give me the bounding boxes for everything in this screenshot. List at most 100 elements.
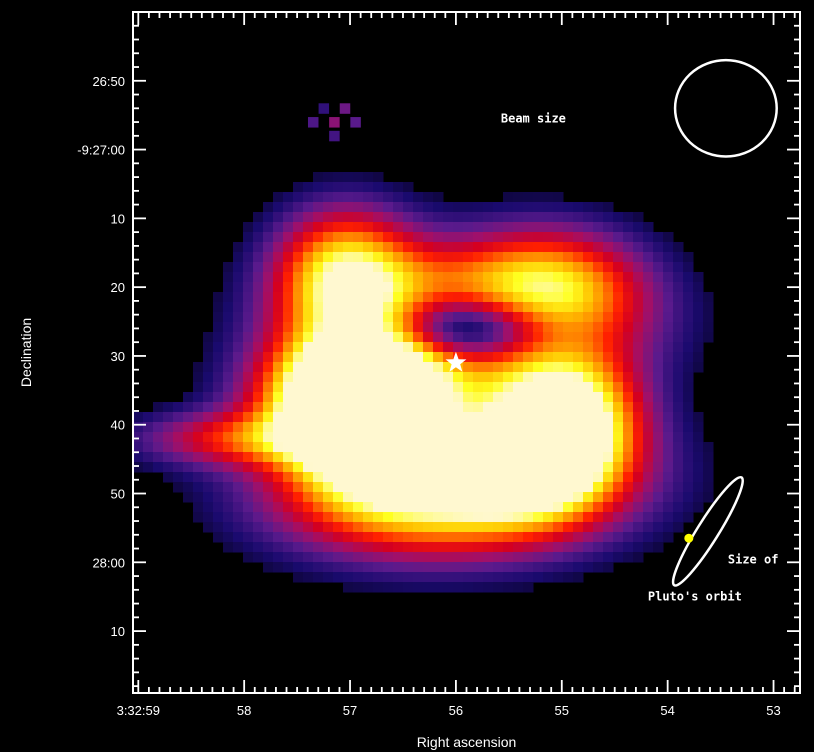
heatmap-cell bbox=[243, 332, 254, 343]
heatmap-cell bbox=[683, 322, 694, 333]
y-tick-label: 50 bbox=[111, 487, 125, 502]
heatmap-cell bbox=[503, 192, 514, 203]
heatmap-cell bbox=[633, 512, 644, 523]
heatmap-cell bbox=[583, 282, 594, 293]
heatmap-cell bbox=[463, 482, 474, 493]
heatmap-cell bbox=[223, 342, 234, 353]
heatmap-cell bbox=[303, 572, 314, 583]
heatmap-cell bbox=[653, 382, 664, 393]
heatmap-cell bbox=[523, 412, 534, 423]
heatmap-cell bbox=[533, 472, 544, 483]
heatmap-cell bbox=[683, 272, 694, 283]
heatmap-cell bbox=[563, 532, 574, 543]
heatmap-cell bbox=[233, 392, 244, 403]
heatmap-cell bbox=[663, 512, 674, 523]
heatmap-cell bbox=[503, 582, 514, 593]
heatmap-cell bbox=[603, 242, 614, 253]
heatmap-cell bbox=[663, 272, 674, 283]
heatmap-cell bbox=[223, 332, 234, 343]
heatmap-cell bbox=[303, 432, 314, 443]
heatmap-cell bbox=[613, 522, 624, 533]
heatmap-cell bbox=[393, 222, 404, 233]
heatmap-cell bbox=[633, 412, 644, 423]
heatmap-cell bbox=[503, 242, 514, 253]
heatmap-cell bbox=[573, 282, 584, 293]
heatmap-cell bbox=[353, 202, 364, 213]
heatmap-cell bbox=[343, 172, 354, 183]
heatmap-cell bbox=[453, 202, 464, 213]
heatmap-cell bbox=[483, 322, 494, 333]
heatmap-cell bbox=[423, 342, 434, 353]
heatmap-cell bbox=[443, 532, 454, 543]
heatmap-cell bbox=[563, 422, 574, 433]
heatmap-cell bbox=[443, 412, 454, 423]
heatmap-cell bbox=[433, 472, 444, 483]
heatmap-cell bbox=[393, 522, 404, 533]
heatmap-cell bbox=[553, 552, 564, 563]
heatmap-cell bbox=[473, 222, 484, 233]
heatmap-cell bbox=[673, 352, 684, 363]
heatmap-cell bbox=[563, 242, 574, 253]
heatmap-cell bbox=[313, 272, 324, 283]
heatmap-cell bbox=[293, 292, 304, 303]
orbit-label-line2: Pluto's orbit bbox=[648, 589, 742, 603]
heatmap-cell bbox=[223, 392, 234, 403]
heatmap-cell bbox=[353, 372, 364, 383]
heatmap-cell bbox=[393, 362, 404, 373]
heatmap-cell bbox=[373, 492, 384, 503]
heatmap-cell bbox=[623, 442, 634, 453]
heatmap-cell bbox=[493, 272, 504, 283]
heatmap-cell bbox=[703, 302, 714, 313]
heatmap-cell bbox=[493, 492, 504, 503]
heatmap-cell bbox=[363, 242, 374, 253]
heatmap-cell bbox=[273, 332, 284, 343]
heatmap-cell bbox=[473, 522, 484, 533]
heatmap-cell bbox=[463, 272, 474, 283]
heatmap-cell bbox=[573, 222, 584, 233]
heatmap-cell bbox=[563, 312, 574, 323]
heatmap-cell bbox=[483, 302, 494, 313]
heatmap-cell bbox=[603, 522, 614, 533]
heatmap-cell bbox=[473, 202, 484, 213]
heatmap-cell bbox=[673, 392, 684, 403]
heatmap-cell bbox=[383, 472, 394, 483]
heatmap-cell bbox=[443, 562, 454, 573]
heatmap-cell bbox=[333, 202, 344, 213]
heatmap-cell bbox=[243, 442, 254, 453]
heatmap-cell bbox=[583, 462, 594, 473]
heatmap-cell bbox=[533, 412, 544, 423]
heatmap-cell bbox=[583, 242, 594, 253]
heatmap-cell bbox=[353, 302, 364, 313]
heatmap-cell bbox=[593, 522, 604, 533]
heatmap-cell bbox=[503, 452, 514, 463]
heatmap-cell bbox=[623, 312, 634, 323]
heatmap-cell bbox=[643, 362, 654, 373]
heatmap-cell bbox=[583, 452, 594, 463]
heatmap-cell bbox=[353, 262, 364, 273]
heatmap-cell bbox=[353, 492, 364, 503]
heatmap-cell bbox=[373, 572, 384, 583]
heatmap-cell bbox=[323, 342, 334, 353]
heatmap-cell bbox=[173, 432, 184, 443]
heatmap-cell bbox=[443, 222, 454, 233]
heatmap-cell bbox=[673, 482, 684, 493]
heatmap-cell bbox=[573, 572, 584, 583]
heatmap-cell bbox=[363, 382, 374, 393]
heatmap-cell bbox=[203, 472, 214, 483]
heatmap-cell bbox=[263, 202, 274, 213]
heatmap-cell bbox=[283, 472, 294, 483]
heatmap-cell bbox=[623, 222, 634, 233]
heatmap-cell bbox=[663, 502, 674, 513]
heatmap-cell bbox=[343, 362, 354, 373]
heatmap-cell bbox=[493, 432, 504, 443]
heatmap-cell bbox=[453, 532, 464, 543]
heatmap-cell bbox=[393, 482, 404, 493]
heatmap-cell bbox=[593, 352, 604, 363]
heatmap-cell bbox=[233, 302, 244, 313]
heatmap-cell bbox=[553, 342, 564, 353]
heatmap-cell bbox=[423, 472, 434, 483]
heatmap-cell bbox=[333, 432, 344, 443]
heatmap-cell bbox=[443, 362, 454, 373]
heatmap-cell bbox=[613, 452, 624, 463]
heatmap-cell bbox=[553, 392, 564, 403]
